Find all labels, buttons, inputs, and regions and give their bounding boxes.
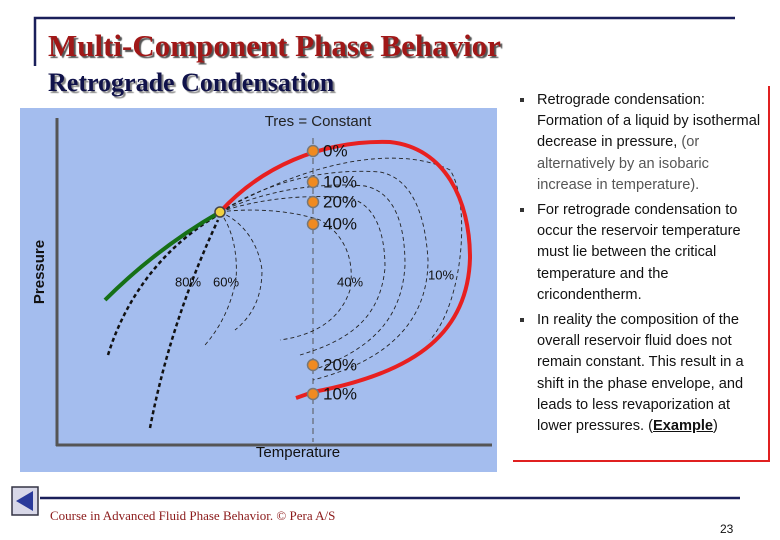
state-point: [306, 358, 320, 372]
quality-label: 40%: [323, 214, 357, 233]
slide-subtitle: Retrograde Condensation: [48, 68, 335, 97]
quality-lines: [204, 157, 463, 381]
bubble-extension: [106, 214, 217, 356]
quality-label: 20%: [323, 192, 357, 211]
bullet: In reality the composition of the overal…: [518, 310, 764, 437]
condition-label: Tres = Constant: [265, 113, 372, 130]
y-axis-label: Pressure: [31, 240, 48, 304]
quality-label: 0%: [323, 141, 348, 160]
bullet-note: (or alternatively by an isobaric increas…: [537, 134, 709, 193]
quality-label: 10%: [428, 267, 454, 282]
nav-arrow[interactable]: [16, 491, 33, 511]
phase-envelope: [218, 139, 473, 400]
dew-extension: [148, 219, 220, 429]
page-number: 23: [720, 522, 734, 536]
state-point: [306, 387, 320, 401]
quality-label: 10%: [323, 172, 357, 191]
phase-diagram: 0%10%20%40%80% 60% 40% 10%20%10% Tres = Con…: [20, 108, 497, 472]
quality-label: 20%: [323, 355, 357, 374]
bullet-text: For retrograde condensation to occur the…: [537, 202, 741, 303]
state-points: 0%10%20%40%80% 60% 40% 10%20%10%: [175, 141, 454, 403]
state-point: [306, 175, 320, 189]
bullet-text: Formation of a liquid by isothermal decr…: [537, 113, 761, 151]
example-link[interactable]: Example: [653, 418, 714, 435]
quality-label: 10%: [323, 384, 357, 403]
footer-credit: Course in Advanced Fluid Phase Behavior.…: [50, 508, 336, 523]
text-panel-border: [513, 86, 770, 462]
state-point: [306, 217, 320, 231]
state-point: [306, 144, 320, 158]
bullet-text: In reality the composition of the overal…: [537, 312, 744, 435]
slide-title: Multi-Component Phase Behavior: [48, 28, 501, 63]
paren: (: [648, 418, 653, 435]
quality-label: 80%: [175, 274, 201, 289]
bullet: Retrograde condensation: Formation of a …: [518, 90, 764, 196]
diagram-background: [20, 108, 497, 472]
nav-icon[interactable]: [11, 486, 39, 516]
critical-point: [214, 206, 226, 218]
bullet-list: Retrograde condensation: Formation of a …: [518, 90, 764, 441]
top-frame: [33, 16, 735, 66]
quality-label: 40%: [337, 274, 363, 289]
quality-label: 60%: [213, 274, 239, 289]
bullet-lead: Retrograde condensation:: [537, 92, 705, 108]
paren: ): [713, 418, 718, 435]
bullet: For retrograde condensation to occur the…: [518, 200, 764, 306]
vapor-pressure-line: [103, 210, 221, 302]
x-axis-label: Temperature: [256, 444, 340, 461]
state-point: [306, 195, 320, 209]
